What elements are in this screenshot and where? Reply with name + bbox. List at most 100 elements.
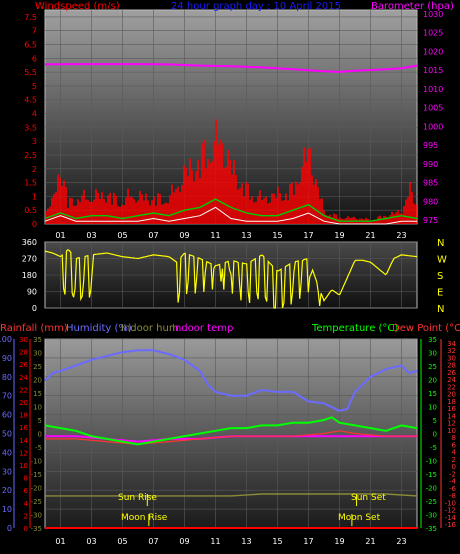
indoor-tick-label: -10 [31, 458, 42, 466]
barometer-tick-label: 980 [423, 197, 438, 206]
indoor-tick-label: -35 [31, 525, 42, 533]
indoor-tick-label: -5 [35, 444, 42, 452]
temperature-tick-label: 10 [428, 404, 437, 412]
humidity-x-tick-label: 11 [210, 537, 220, 546]
compass-label: N [437, 304, 444, 315]
temperature-tick-label: 25 [428, 363, 437, 371]
humidity-tick-label: 30 [2, 467, 12, 476]
indoor-tick-label: 20 [33, 377, 42, 385]
dewpoint-tick-label: 30 [447, 354, 456, 362]
wind-tick-label: 3 [32, 137, 37, 146]
indoor-tick-label: 25 [33, 363, 42, 371]
dewpoint-tick-label: -14 [445, 514, 457, 522]
barometer-tick-label: 1025 [423, 29, 443, 38]
rainfall-tick-label: 14 [19, 437, 28, 445]
dewpoint-tick-label: 26 [447, 369, 456, 377]
wind-tick-label: 0 [32, 220, 37, 229]
wind-x-tick-label: 13 [241, 231, 251, 240]
wind-tick-label: 7 [32, 27, 37, 36]
temperature-tick-label: 30 [428, 350, 437, 358]
rainfall-tick-label: 8 [24, 475, 28, 483]
wind-tick-label: 4 [32, 110, 37, 119]
dewpoint-tick-label: 4 [452, 449, 457, 457]
graph-title: 24 hour graph day : 10 April 2015 [171, 1, 341, 12]
humidity-x-tick-label: 09 [179, 537, 189, 546]
rainfall-tick-label: 24 [19, 374, 28, 382]
dewpoint-tick-label: 28 [447, 362, 456, 370]
indoor-humidity-line [45, 493, 418, 497]
indoor-tick-label: 15 [33, 390, 42, 398]
direction-series [44, 248, 418, 309]
dewpoint-tick-label: -10 [445, 499, 456, 507]
humidity-line [44, 349, 418, 412]
wind-tick-label: 3.5 [24, 123, 37, 132]
humidity-tick-label: 10 [2, 505, 12, 514]
humidity-series [44, 349, 418, 529]
barometer-tick-label: 975 [423, 216, 438, 225]
temperature-tick-label: -5 [430, 444, 437, 452]
humidity-tick-label: 40 [2, 448, 12, 457]
dewpoint-tick-label: 32 [447, 347, 456, 355]
windspeed-axis-title: Windspeed (m/s) [35, 1, 120, 12]
compass-label: N [437, 238, 444, 249]
dewpoint-axis-title: Dew Point (°C) [392, 323, 460, 334]
dewpoint-tick-label: 10 [447, 427, 456, 435]
dewpoint-tick-label: -4 [449, 478, 457, 486]
humidity-x-tick-label: 05 [117, 537, 127, 546]
dewpoint-tick-label: 34 [447, 340, 456, 348]
wind-tick-label: 5 [32, 82, 37, 91]
humidity-tick-label: 20 [2, 486, 12, 495]
barometer-tick-label: 1020 [423, 47, 443, 56]
direction-tick-label: 90 [27, 288, 37, 297]
rainfall-tick-label: 18 [19, 412, 28, 420]
dewpoint-tick-label: 24 [447, 376, 456, 384]
dewpoint-tick-label: -12 [445, 507, 456, 515]
humidity-x-tick-label: 01 [55, 537, 65, 546]
temperature-tick-label: 20 [428, 377, 437, 385]
wind-x-tick-label: 11 [210, 231, 220, 240]
wind-tick-label: 2 [32, 165, 37, 174]
sun-set-label: Sun Set [351, 493, 386, 503]
humidity-tick-label: 100 [0, 335, 12, 344]
dewpoint-tick-label: 16 [447, 405, 456, 413]
wind-x-tick-label: 05 [117, 231, 127, 240]
indoor-tick-label: 35 [33, 336, 42, 344]
humidity-tick-label: 90 [2, 354, 12, 363]
temperature-tick-label: -35 [426, 525, 437, 533]
rainfall-tick-label: 20 [19, 399, 28, 407]
rainfall-tick-label: 10 [19, 462, 28, 470]
indoor-tick-label: -25 [31, 498, 42, 506]
rainfall-tick-label: 26 [19, 361, 28, 369]
indoor-temp-title: Indoor temp [172, 323, 233, 334]
indoor-tick-label: 5 [38, 417, 42, 425]
indoor-tick-label: -30 [31, 512, 42, 520]
barometer-axis-ticks: 975 980 985 990 995 1000 1005 1010 1015 1020 1025 1… [423, 10, 443, 225]
indoor-tick-label: 30 [33, 350, 42, 358]
rainfall-tick-label: 16 [19, 424, 28, 432]
dewpoint-tick-label: -16 [445, 521, 457, 529]
temperature-tick-label: 5 [433, 417, 437, 425]
wind-tick-label: 6.5 [24, 41, 37, 50]
temperature-tick-label: 0 [433, 431, 437, 439]
dewpoint-tick-label: -8 [449, 492, 456, 500]
wind-axis-ticks: 0 0.5 1 1.5 2 2.5 3 3.5 4 4.5 5 5.5 6 6.5 7 7.5 [24, 13, 37, 229]
wind-series [44, 63, 418, 225]
wind-tick-label: 6 [32, 54, 37, 63]
wind-tick-label: 5.5 [24, 68, 37, 77]
barometer-tick-label: 995 [423, 141, 438, 150]
gust-line [44, 198, 418, 222]
wind-tick-label: 4.5 [24, 96, 37, 105]
direction-tick-label: 180 [22, 271, 37, 280]
temperature-axis-title: Temperature (°C) [311, 323, 398, 334]
moon-set-label: Moon Set [338, 513, 381, 523]
wind-tick-label: 1.5 [24, 179, 37, 188]
temperature-tick-label: -20 [426, 485, 437, 493]
barometer-axis-title: Barometer (hpa) [371, 1, 454, 12]
temperature-tick-label: 15 [428, 390, 437, 398]
rainfall-tick-label: 2 [24, 512, 28, 520]
indoor-hum-title: Indoor hum [121, 323, 179, 334]
rainfall-tick-label: 4 [24, 500, 29, 508]
barometer-tick-label: 985 [423, 179, 438, 188]
humidity-x-tick-label: 07 [148, 537, 158, 546]
wind-direction-line [44, 248, 418, 309]
